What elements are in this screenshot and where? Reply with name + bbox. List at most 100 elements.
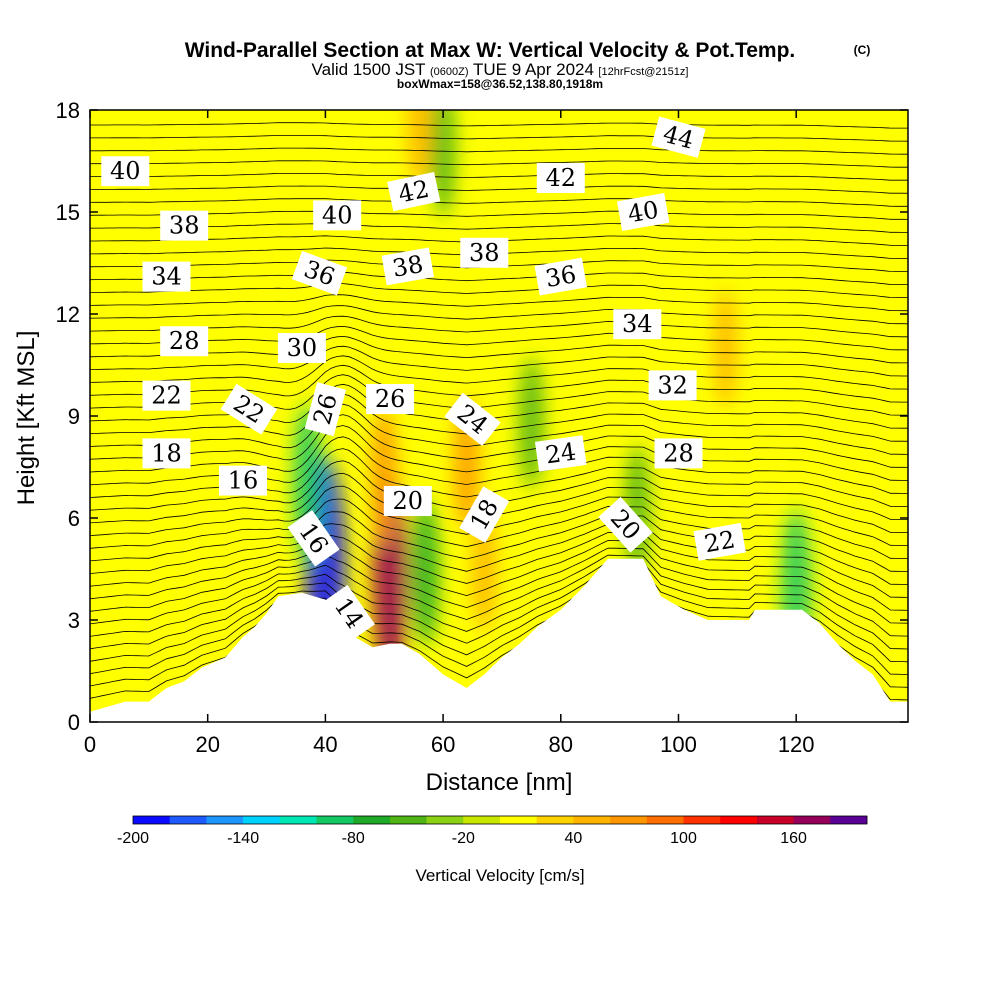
isentrope-line [90, 223, 908, 233]
isentrope-line [90, 198, 908, 207]
terrain [90, 558, 908, 722]
y-tick-label: 9 [68, 404, 80, 429]
colorbar-tick-label: 100 [670, 830, 697, 847]
contour-label-text: 16 [228, 467, 259, 495]
x-tick-label: 120 [778, 732, 815, 757]
isentrope-line [90, 567, 908, 663]
isentrope-line [90, 122, 908, 129]
contour-label-box [287, 510, 340, 567]
colorbar-swatch [426, 816, 464, 824]
contour-label: 36 [534, 257, 588, 296]
contour-label-text: 18 [151, 439, 182, 467]
utc-time: (0600Z) [430, 66, 469, 78]
contour-label-box [220, 383, 278, 435]
isentrope-line [90, 345, 908, 377]
isentrope-line [90, 315, 908, 338]
contour-label-text: 20 [393, 487, 424, 515]
isentrope-line [90, 147, 908, 155]
contour-label-text: 40 [322, 201, 353, 229]
isentrope-line [90, 561, 908, 650]
contour-label-box [322, 584, 375, 642]
colorbar-swatch [316, 816, 354, 824]
contour-label: 24 [534, 435, 587, 472]
colorbar-swatch [463, 816, 501, 824]
isentrope-line [90, 511, 908, 572]
x-tick-label: 60 [431, 732, 455, 757]
colorbar-swatch [279, 816, 317, 824]
contour-label-box [613, 309, 662, 340]
contour-label-text: 32 [657, 371, 688, 399]
isentrope-line [90, 305, 908, 325]
isentrope-line [90, 485, 908, 546]
colorbar-swatch [646, 816, 684, 824]
contour-label-text: 28 [663, 439, 694, 467]
contour-label-text: 40 [110, 157, 141, 185]
contour-label-box [142, 261, 191, 292]
x-tick-label: 80 [549, 732, 573, 757]
colorbar-frame [132, 815, 868, 825]
contour-label-text: 22 [151, 382, 182, 410]
colorbar-tick-label: -200 [117, 830, 149, 847]
copyright-mark: (C) [854, 43, 871, 57]
contour-label: 30 [277, 333, 326, 363]
isentrope-line [90, 414, 908, 468]
contour-label-box [459, 486, 510, 543]
colorbar-swatch [793, 816, 831, 824]
isentrope-line [90, 325, 908, 351]
contour-label: 22 [693, 522, 746, 561]
contour-label-box [383, 486, 432, 516]
contour-label-text: 24 [544, 437, 578, 469]
isentrope-line [90, 294, 908, 312]
contour-label: 38 [381, 247, 435, 286]
contour-label-box [651, 116, 706, 158]
chart-subtitle: Valid 1500 JST (0600Z) TUE 9 Apr 2024 [1… [312, 60, 689, 79]
contour-label-box [160, 326, 209, 357]
colorbar: -200 -140 -80 -20 40 100 160 [117, 815, 868, 847]
contour-label-box [219, 465, 267, 496]
contour-label-box [534, 435, 587, 472]
contour-label-box [598, 496, 653, 553]
contour-label-box [648, 370, 697, 401]
contour-label-box [304, 382, 347, 437]
contour-label-text: 28 [169, 327, 200, 355]
colorbar-tick-label: 160 [780, 830, 807, 847]
contour-label: 20 [383, 486, 432, 516]
contour-label: 40 [101, 156, 150, 187]
isentrope-line [90, 160, 908, 168]
isentrope-line [90, 185, 908, 194]
isentrope-line [90, 554, 908, 637]
colorbar-swatch [830, 816, 868, 824]
isentrope-line [90, 364, 908, 403]
chart-title: Wind-Parallel Section at Max W: Vertical… [185, 39, 796, 62]
contour-label-box [654, 438, 703, 469]
x-axis-label: Distance [nm] [426, 769, 573, 796]
colorbar-tick-label: -20 [452, 830, 475, 847]
valid-date: TUE 9 Apr 2024 [473, 60, 594, 79]
colorbar-swatch [133, 816, 170, 824]
contour-label-box [142, 380, 191, 411]
colorbar-swatch [206, 816, 244, 824]
contour-label-box [460, 237, 509, 268]
contour-label-box [366, 384, 415, 414]
contour-label-text: 42 [396, 175, 432, 209]
colorbar-swatch [610, 816, 648, 824]
x-tick-label: 40 [313, 732, 337, 757]
isentrope-line [90, 173, 908, 181]
x-tick-label: 20 [195, 732, 219, 757]
contour-label-box [444, 392, 501, 446]
contour-label: 18 [142, 438, 191, 469]
y-tick-label: 3 [68, 608, 80, 633]
contour-label-text: 26 [375, 385, 406, 413]
isentrope-line [90, 355, 908, 390]
x-tick-label: 0 [84, 732, 96, 757]
isentrope-line [90, 523, 908, 585]
contour-label: 26 [304, 382, 347, 437]
isentrope-line [90, 532, 908, 598]
isentrope-line [90, 393, 908, 442]
contour-label-text: 40 [626, 196, 661, 229]
contour-label-box [616, 193, 670, 231]
isentrope-line [90, 283, 908, 298]
